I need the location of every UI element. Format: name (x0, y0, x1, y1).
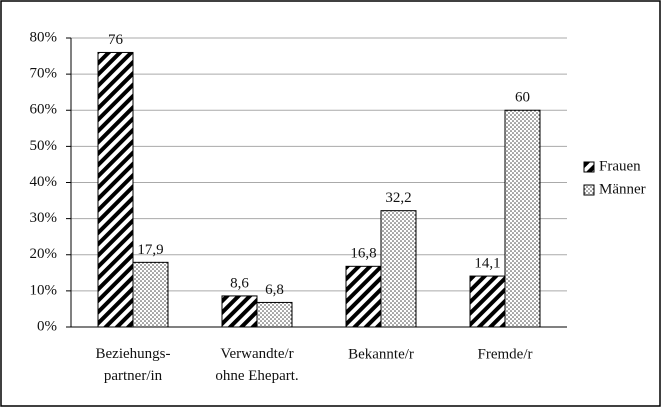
x-tick-label: Fremde/r (478, 346, 533, 362)
y-tick-label: 10% (30, 282, 58, 298)
bar (132, 261, 169, 328)
value-label: 17,9 (137, 242, 163, 258)
value-label: 60 (515, 90, 530, 106)
legend-swatch (583, 184, 595, 196)
bar (469, 275, 506, 328)
x-tick-label: Beziehungs-partner/in (96, 346, 171, 384)
bar (504, 109, 541, 328)
x-tick-label: Bekannte/r (348, 346, 414, 362)
x-tick-label: Verwandte/r ohne Ehepart. (215, 346, 298, 384)
legend-label: Männer (599, 181, 646, 197)
y-tick-label: 0% (37, 318, 57, 334)
value-label: 6,8 (265, 282, 284, 298)
legend-swatch (583, 161, 595, 173)
bar (380, 210, 417, 328)
y-tick-label: 30% (30, 210, 58, 226)
value-label: 32,2 (385, 190, 411, 206)
y-tick-label: 80% (30, 29, 58, 45)
legend-label: Frauen (599, 158, 641, 174)
y-tick-label: 20% (30, 246, 58, 262)
bar (221, 295, 258, 328)
bar (345, 265, 382, 328)
y-tick-label: 40% (30, 174, 58, 190)
value-label: 76 (108, 32, 124, 48)
value-label: 8,6 (230, 275, 249, 291)
bar (97, 51, 134, 328)
y-tick-label: 50% (30, 138, 58, 154)
y-tick-label: 60% (30, 102, 58, 118)
value-label: 16,8 (350, 246, 376, 262)
value-label: 14,1 (474, 256, 500, 272)
y-tick-label: 70% (30, 66, 58, 82)
bar (256, 301, 293, 328)
